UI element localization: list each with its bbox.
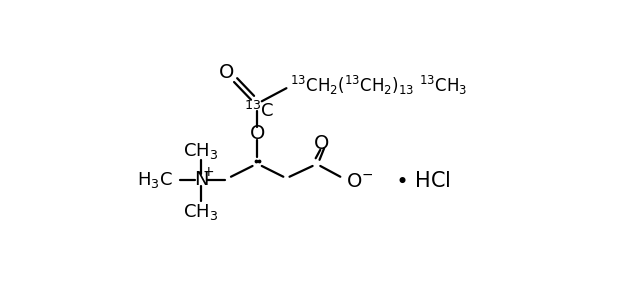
Text: O$^{-}$: O$^{-}$ [346,172,374,191]
Text: H$_3$C: H$_3$C [137,170,172,190]
Text: O: O [314,134,330,153]
Text: +: + [202,165,214,179]
Text: O: O [219,63,234,82]
Text: $\bullet$ HCl: $\bullet$ HCl [395,171,451,191]
Text: $^{13}$C: $^{13}$C [244,100,274,120]
Text: CH$_3$: CH$_3$ [183,202,219,222]
Text: $^{13}$CH$_2$($^{13}$CH$_2$)$_{13}$ $^{13}$CH$_3$: $^{13}$CH$_2$($^{13}$CH$_2$)$_{13}$ $^{1… [289,74,467,97]
Text: N: N [194,170,208,189]
Text: CH$_3$: CH$_3$ [183,141,219,160]
Text: O: O [250,124,265,143]
